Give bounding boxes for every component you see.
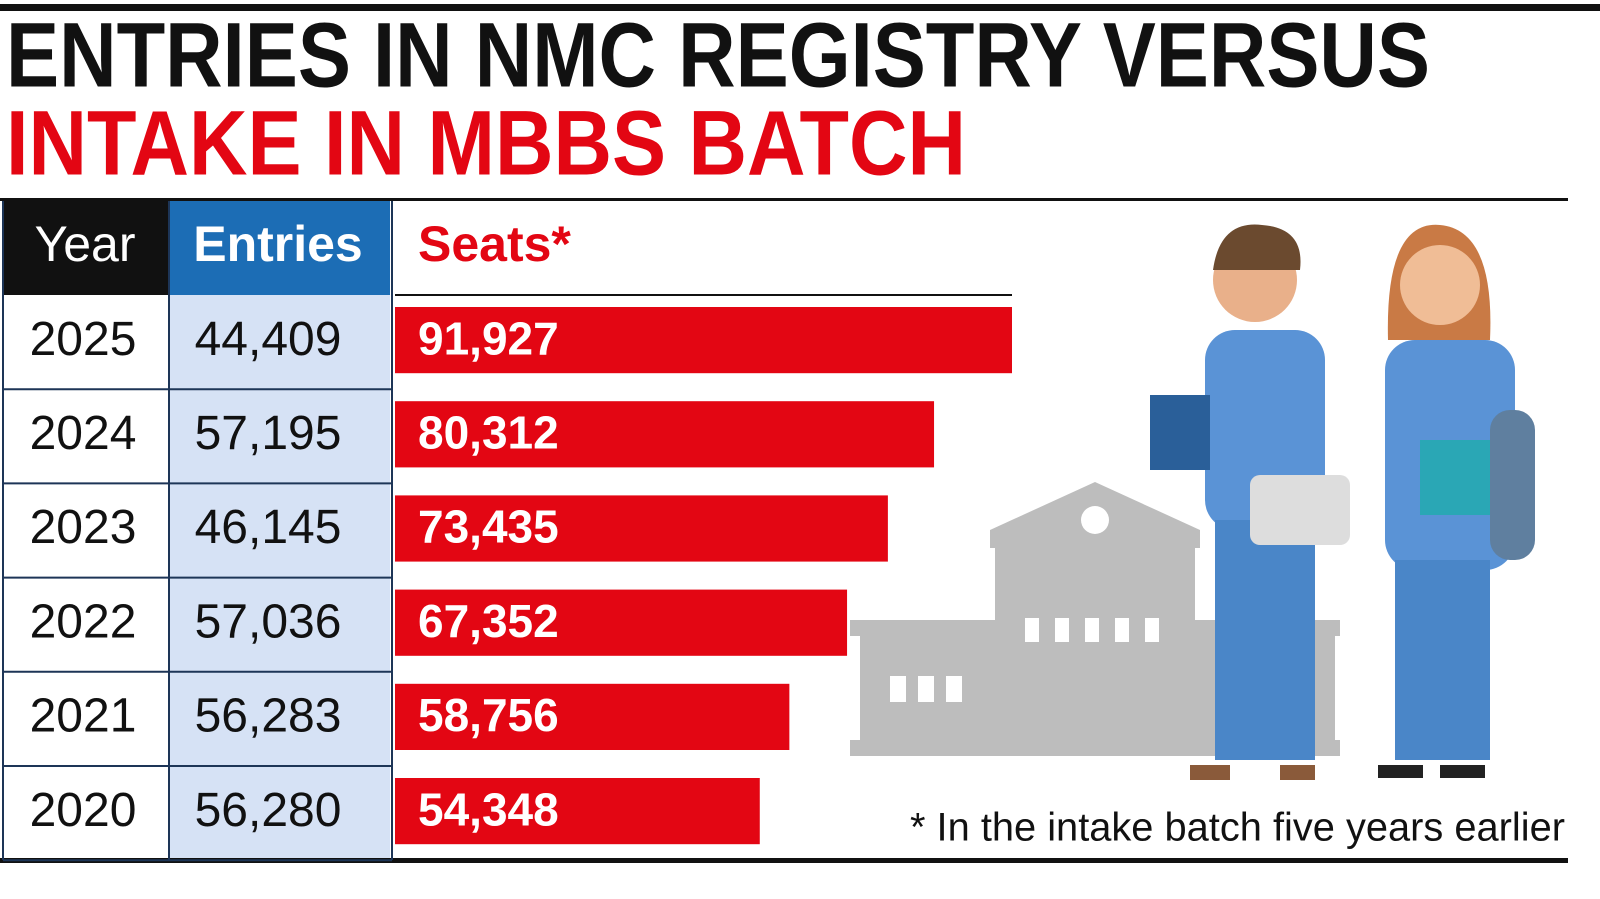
bar-label: 91,927	[418, 312, 559, 364]
year-header-bg	[3, 201, 168, 295]
bar	[395, 778, 760, 845]
entries-cell: 56,283	[195, 690, 342, 743]
bottom-rule	[0, 858, 1568, 863]
bar	[395, 683, 790, 750]
year-cell: 2021	[30, 690, 137, 743]
rule	[0, 198, 1568, 201]
year-header: Year	[34, 216, 135, 272]
doctor-illustration	[1150, 224, 1535, 780]
footnote: * In the intake batch five years earlier	[910, 806, 1565, 850]
bar-label: 73,435	[418, 501, 559, 553]
entries-header: Entries	[193, 216, 363, 272]
year-cell: 2025	[30, 313, 137, 366]
entries-cell: 46,145	[195, 501, 342, 554]
top-rule	[0, 4, 1600, 11]
entries-header-bg	[170, 201, 390, 295]
entries-cell: 56,280	[195, 784, 342, 837]
bar-label: 67,352	[418, 595, 559, 647]
entries-cell: 57,036	[195, 595, 342, 648]
title: ENTRIES IN NMC REGISTRY VERSUS	[6, 4, 1430, 106]
year-cell: 2022	[30, 595, 137, 648]
subtitle: INTAKE IN MBBS BATCH	[6, 92, 966, 194]
seats-header: Seats*	[418, 216, 571, 272]
entries-cell: 57,195	[195, 407, 342, 460]
year-cell: 2024	[30, 407, 137, 460]
bar	[395, 307, 1012, 374]
bar	[395, 401, 935, 468]
bar-label: 80,312	[418, 406, 559, 458]
bar-label: 58,756	[418, 689, 559, 741]
bar-label: 54,348	[418, 783, 559, 835]
bar	[395, 589, 848, 656]
year-cell: 2023	[30, 501, 137, 554]
year-cell: 2020	[30, 784, 137, 837]
entries-cell: 44,409	[195, 313, 342, 366]
bar	[395, 495, 888, 562]
